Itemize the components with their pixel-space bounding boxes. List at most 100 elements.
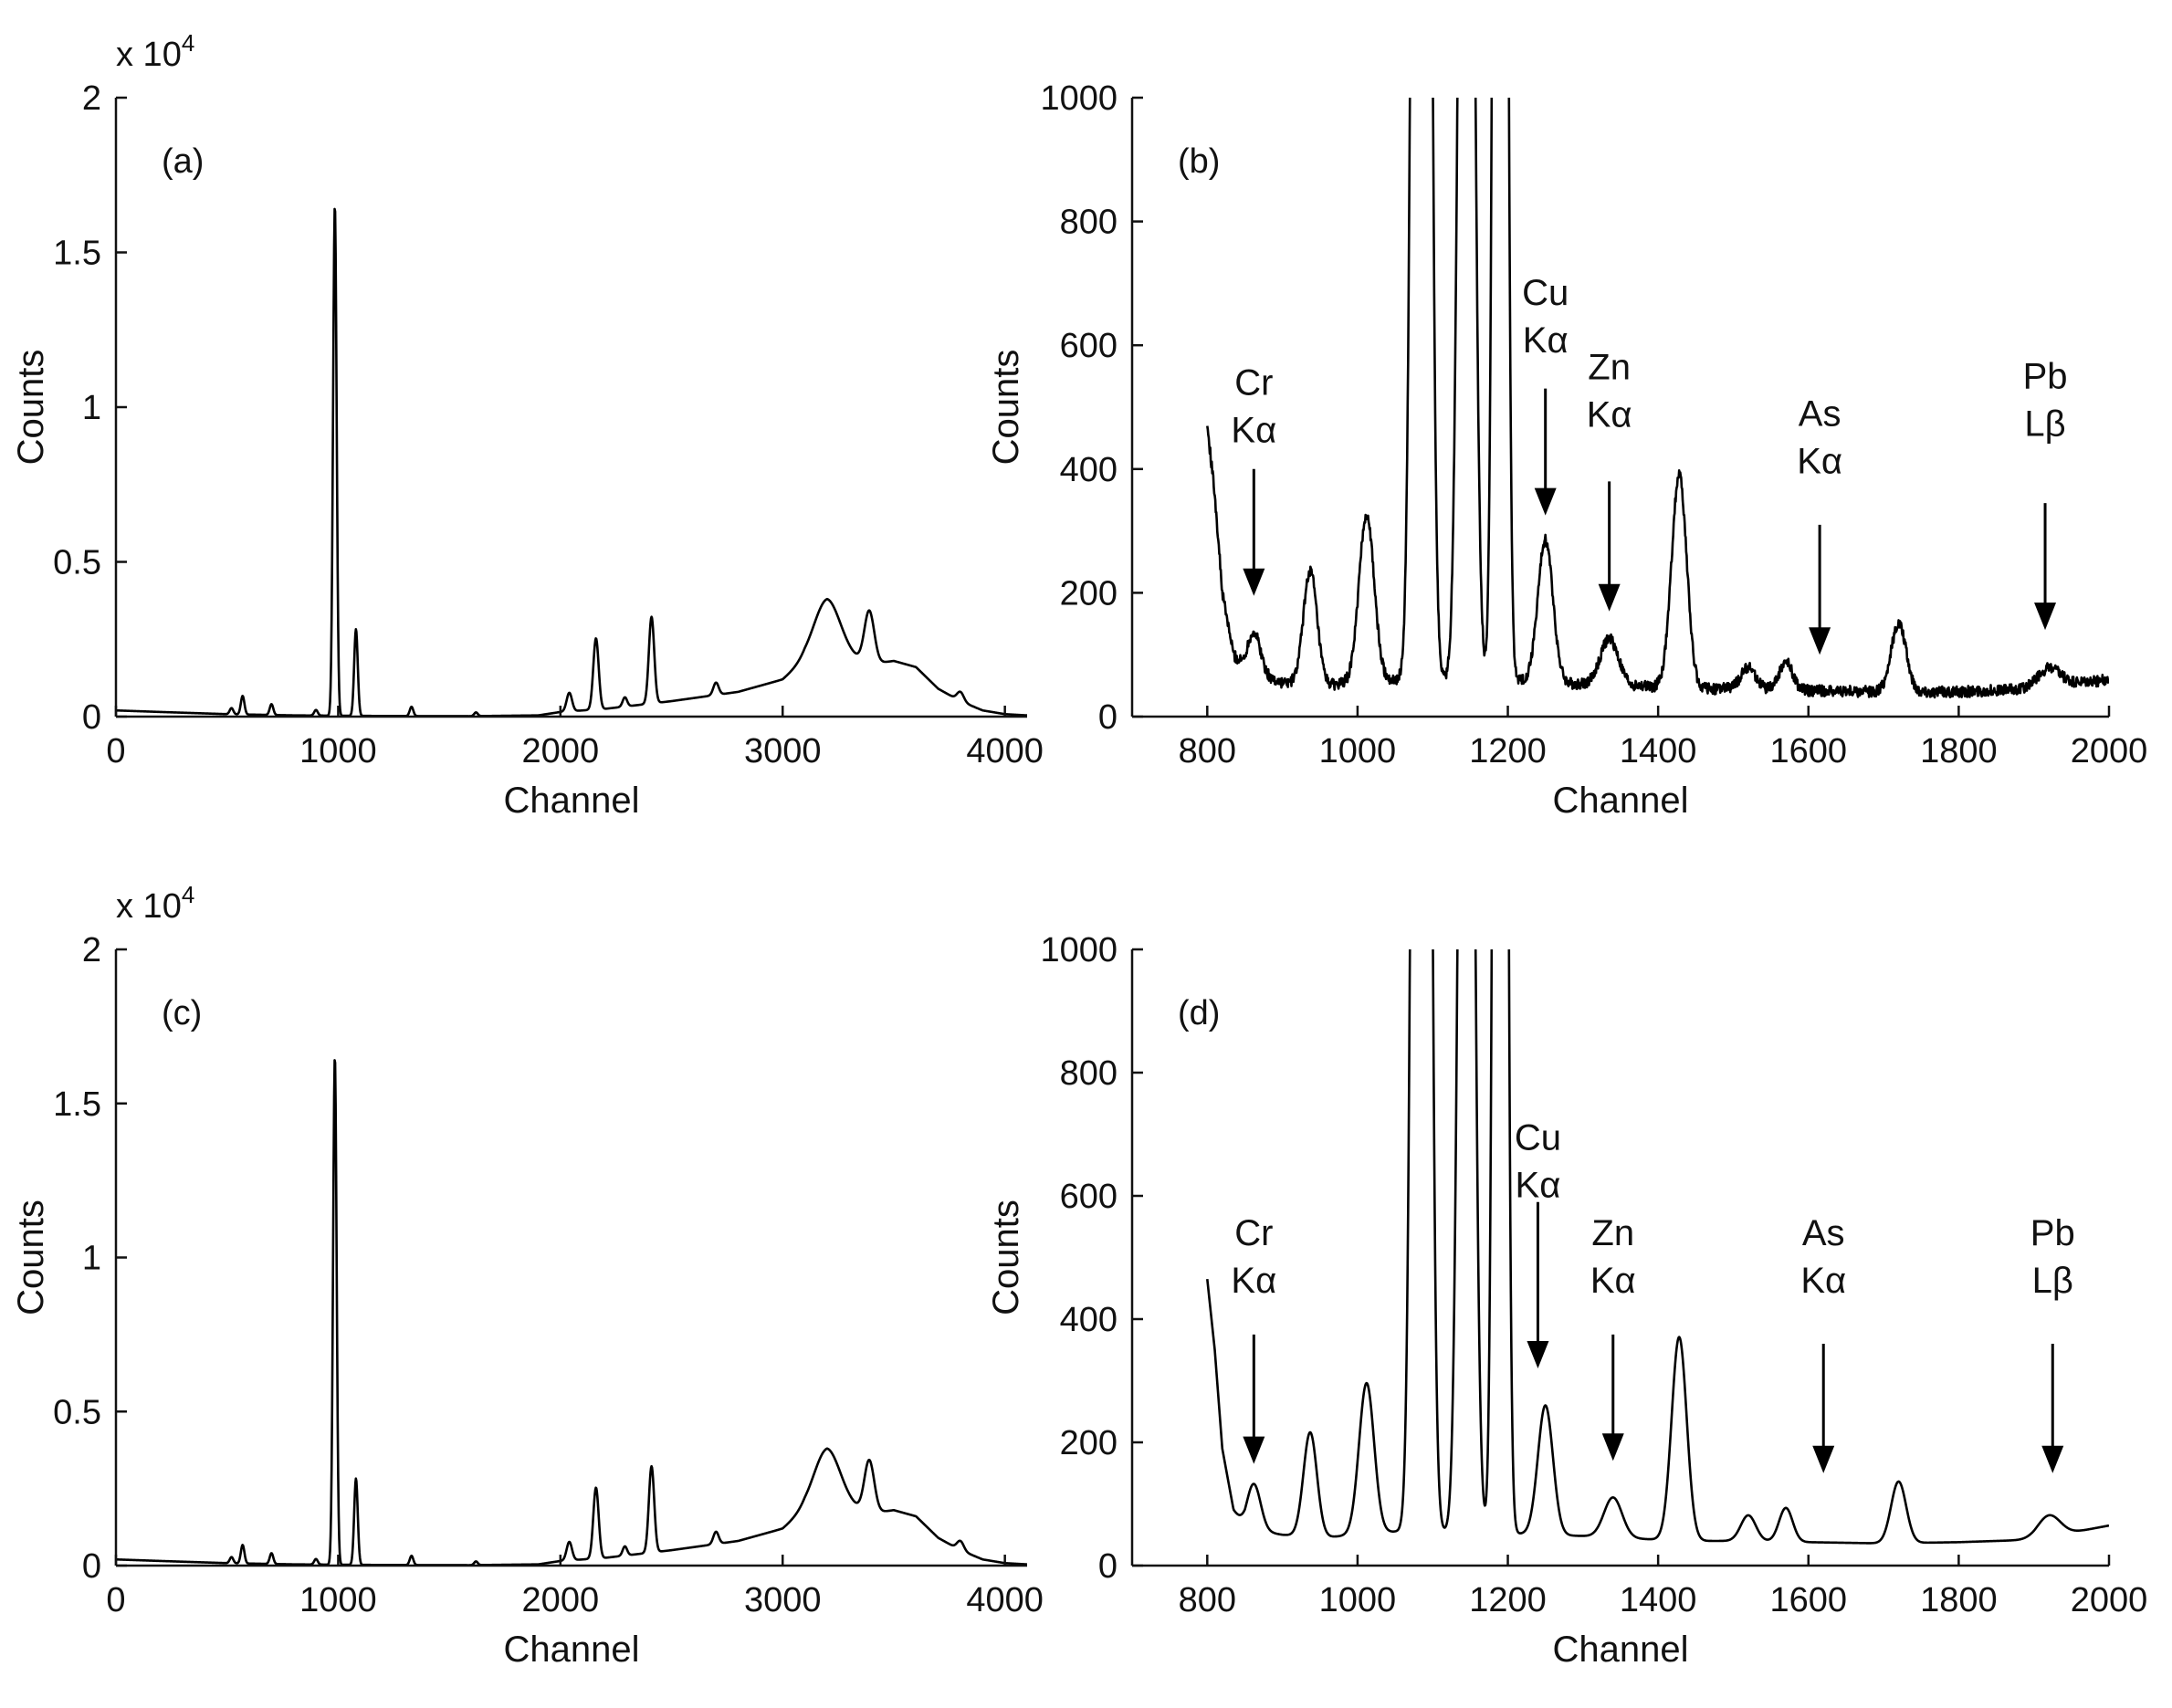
y-tick-label: 0.5 xyxy=(53,544,101,582)
spectrum-series-a xyxy=(116,207,1027,717)
y-tick-label: 0.5 xyxy=(53,1393,101,1431)
x-axis-label: Channel xyxy=(1552,1629,1688,1670)
annotation-as-k: As Kα xyxy=(1800,1213,1846,1473)
x-tick-label: 0 xyxy=(106,732,125,770)
y-tick-label: 2 xyxy=(82,79,101,118)
x-tick-label: 1200 xyxy=(1469,1581,1547,1619)
x-tick-label: 1600 xyxy=(1769,732,1847,770)
x-tick-label: 1800 xyxy=(1920,732,1998,770)
annotation-pb-l: Pb Lβ xyxy=(2023,357,2068,631)
x-tick-label: 1400 xyxy=(1620,732,1697,770)
x-tick-label: 1000 xyxy=(1319,732,1397,770)
y-tick-label: 400 xyxy=(1060,1301,1117,1339)
annotation-zn-k: Zn Kα xyxy=(1587,347,1632,612)
annotation-line: Kα xyxy=(1587,394,1632,435)
annotation-element: Pb xyxy=(2030,1213,2075,1253)
annotation-element: Pb xyxy=(2023,357,2068,397)
x-tick-label: 3000 xyxy=(744,1581,822,1619)
x-axis-label: Channel xyxy=(1552,781,1688,821)
y-tick-label: 200 xyxy=(1060,574,1117,613)
annotation-cu-k: Cu Kα xyxy=(1515,1117,1561,1368)
y-tick-label: 0 xyxy=(1098,1547,1117,1586)
y-tick-label: 800 xyxy=(1060,204,1117,242)
y-tick-label: 0 xyxy=(82,698,101,737)
y-axis-label: Counts xyxy=(986,350,1026,466)
arrow-head-icon xyxy=(2034,603,2057,631)
spectrum-series-d xyxy=(1206,949,2109,1545)
arrow-head-icon xyxy=(1527,1341,1549,1368)
y-tick-label: 2 xyxy=(82,931,101,969)
annotation-line: Kα xyxy=(1523,320,1569,361)
x-tick-label: 800 xyxy=(1179,1581,1236,1619)
y-tick-label: 400 xyxy=(1060,451,1117,489)
annotation-element: Zn xyxy=(1588,347,1631,387)
y-tick-label: 1.5 xyxy=(53,1085,101,1124)
y-axis-label: Counts xyxy=(11,1200,51,1315)
y-tick-label: 1 xyxy=(82,389,101,427)
spectrum-series-b xyxy=(1206,98,2109,699)
x-tick-label: 3000 xyxy=(744,732,822,770)
x-tick-label: 1000 xyxy=(1319,1581,1397,1619)
panel-label: (d) xyxy=(1178,994,1220,1032)
panel-label: (a) xyxy=(162,142,204,181)
annotation-line: Kα xyxy=(1231,1261,1276,1301)
y-tick-label: 600 xyxy=(1060,1178,1117,1216)
annotation-element: Cr xyxy=(1234,1213,1273,1253)
y-tick-label: 800 xyxy=(1060,1054,1117,1093)
x-tick-label: 1200 xyxy=(1469,732,1547,770)
annotation-line: Lβ xyxy=(2032,1261,2073,1301)
y-axis-label: Counts xyxy=(11,350,51,466)
y-axis-label: Counts xyxy=(986,1200,1026,1315)
annotation-line: Kα xyxy=(1800,1261,1846,1301)
panel-label: (b) xyxy=(1178,142,1220,181)
annotation-cr-k: Cr Kα xyxy=(1231,1213,1276,1464)
x-tick-label: 1800 xyxy=(1920,1581,1998,1619)
annotation-element: As xyxy=(1799,393,1841,434)
y-tick-label: 200 xyxy=(1060,1424,1117,1462)
annotation-zn-k: Zn Kα xyxy=(1590,1213,1636,1462)
x-tick-label: 0 xyxy=(106,1581,125,1619)
x-tick-label: 2000 xyxy=(522,1581,600,1619)
arrow-head-icon xyxy=(1243,1436,1265,1464)
annotation-cr-k: Cr Kα xyxy=(1231,362,1276,596)
y-multiplier-label: x 104 xyxy=(116,29,194,74)
panel-d: 800 1000 1200 1400 1600 1800 2000 0 200 400 600 800… xyxy=(986,931,2148,1670)
panel-b: 800 1000 1200 1400 1600 1800 2000 0 200 400 600 800… xyxy=(986,79,2148,821)
annotation-cu-k: Cu Kα xyxy=(1522,273,1569,516)
x-tick-label: 4000 xyxy=(966,1581,1044,1619)
annotation-line: Lβ xyxy=(2024,404,2065,445)
annotation-pb-l: Pb Lβ xyxy=(2030,1213,2075,1473)
y-tick-label: 1000 xyxy=(1040,931,1117,969)
y-tick-label: 1.5 xyxy=(53,235,101,273)
y-tick-label: 1000 xyxy=(1040,79,1117,118)
y-tick-label: 0 xyxy=(82,1547,101,1586)
annotation-line: Kα xyxy=(1231,410,1276,450)
arrow-head-icon xyxy=(1809,627,1831,655)
x-tick-label: 1000 xyxy=(299,732,377,770)
arrow-head-icon xyxy=(1812,1445,1835,1473)
arrow-head-icon xyxy=(2041,1445,2064,1473)
annotation-element: Cu xyxy=(1522,273,1569,313)
x-tick-label: 1400 xyxy=(1620,1581,1697,1619)
y-tick-label: 1 xyxy=(82,1240,101,1278)
annotation-as-k: As Kα xyxy=(1797,393,1842,655)
x-tick-label: 2000 xyxy=(2071,732,2148,770)
annotation-element: Zn xyxy=(1591,1213,1634,1253)
panel-c: 0 1000 2000 3000 4000 0 0.5 1 1.5 2 Channel Counts x… xyxy=(11,881,1044,1670)
annotation-line: Kα xyxy=(1516,1165,1561,1205)
x-tick-label: 2000 xyxy=(522,732,600,770)
x-tick-label: 1000 xyxy=(299,1581,377,1619)
arrow-head-icon xyxy=(1601,1433,1624,1462)
y-multiplier-label: x 104 xyxy=(116,881,194,926)
annotation-element: As xyxy=(1802,1213,1845,1253)
spectrum-series-c xyxy=(116,1059,1027,1566)
x-tick-label: 2000 xyxy=(2071,1581,2148,1619)
x-tick-label: 4000 xyxy=(966,732,1044,770)
annotation-line: Kα xyxy=(1590,1261,1636,1301)
x-axis-label: Channel xyxy=(503,781,639,821)
panel-a: 0 1000 2000 3000 4000 0 0.5 1 1.5 2 Channel Counts x… xyxy=(11,29,1044,821)
arrow-head-icon xyxy=(1534,487,1557,516)
annotation-element: Cu xyxy=(1515,1117,1561,1158)
arrow-head-icon xyxy=(1243,568,1265,596)
